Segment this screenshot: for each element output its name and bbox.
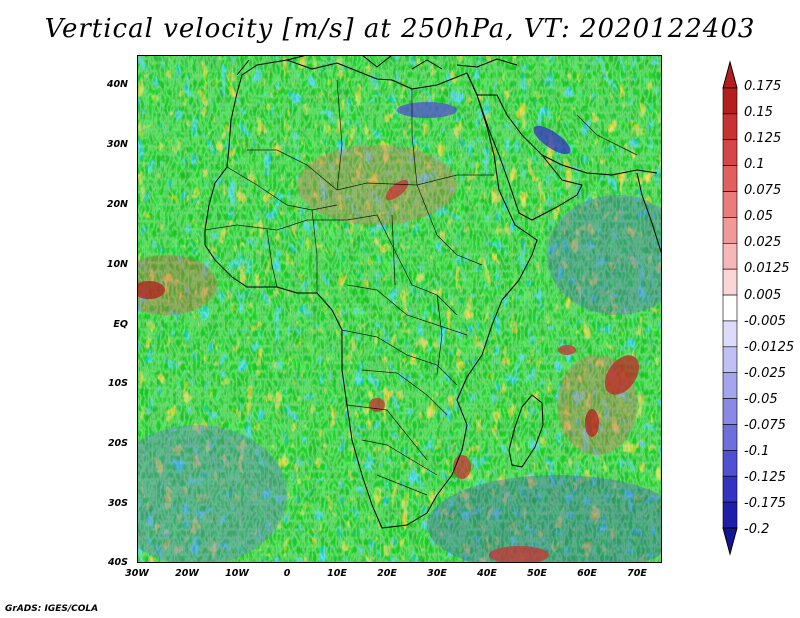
lat-label: 20S xyxy=(107,438,128,449)
lat-label: 40N xyxy=(106,79,128,90)
lon-label: 10E xyxy=(327,568,347,579)
red-sea-west xyxy=(466,72,478,96)
lat-label: 30S xyxy=(107,498,128,509)
lon-label: 0 xyxy=(283,568,291,579)
colorbar-segment xyxy=(722,398,738,425)
colorbar-top-arrow xyxy=(722,60,738,89)
colorbar-label: -0.2 xyxy=(744,522,770,537)
colorbar-segment xyxy=(722,87,738,115)
colorbar-label: 0.05 xyxy=(744,209,773,224)
colorbar xyxy=(722,60,738,556)
europe-mediterranean-coast xyxy=(236,55,518,76)
lat-label: EQ xyxy=(113,319,128,330)
colorbar-label: -0.025 xyxy=(744,366,786,381)
arabian-peninsula xyxy=(476,94,583,221)
lon-label: 60E xyxy=(577,568,597,579)
colorbar-segment xyxy=(722,346,738,374)
colorbar-label: 0.075 xyxy=(744,183,782,198)
colorbar-segment xyxy=(722,450,738,477)
lat-label: 20N xyxy=(106,199,128,210)
coastlines xyxy=(204,55,662,529)
colorbar-bottom-arrow xyxy=(722,527,738,556)
colorbar-label: -0.175 xyxy=(744,496,786,511)
colorbar-segment xyxy=(722,294,738,322)
colorbar-label: 0.175 xyxy=(744,79,782,94)
colorbar-segment xyxy=(722,113,738,141)
colorbar-segment xyxy=(722,191,738,218)
colorbar-label: 0.1 xyxy=(744,157,765,172)
grads-credit: GrADS: IGES/COLA xyxy=(5,604,99,614)
lat-label: 40S xyxy=(107,557,128,568)
colorbar-label: -0.0125 xyxy=(744,340,795,355)
intense-cores xyxy=(137,102,640,563)
colorbar-segment xyxy=(722,320,738,348)
vertical-velocity-map xyxy=(137,55,662,563)
colorbar-segment xyxy=(722,475,738,503)
colorbar-segment xyxy=(722,268,738,296)
lon-label: 30E xyxy=(427,568,447,579)
colorbar-segment xyxy=(722,165,738,192)
colorbar-label: -0.05 xyxy=(744,392,778,407)
africa-coastline xyxy=(204,59,538,529)
colorbar-label: 0.025 xyxy=(744,235,782,250)
lon-label: 10W xyxy=(225,568,249,579)
iran-coast xyxy=(541,154,658,176)
colorbar-segment xyxy=(722,217,738,244)
colorbar-label: -0.075 xyxy=(744,418,786,433)
colorbar-segment xyxy=(722,372,738,399)
colorbar-label: -0.1 xyxy=(744,444,770,459)
plot-title: Vertical velocity [m/s] at 250hPa, VT: 2… xyxy=(44,14,756,44)
india-coast xyxy=(636,172,662,256)
country-borders xyxy=(204,79,638,496)
colorbar-label: 0.0125 xyxy=(744,261,790,276)
map-frame xyxy=(137,55,662,563)
colorbar-segment xyxy=(722,424,738,451)
colorbar-label: 0.005 xyxy=(744,288,782,303)
lat-label: 10S xyxy=(107,378,128,389)
lon-label: 50E xyxy=(527,568,547,579)
lat-label: 30N xyxy=(106,139,128,150)
lon-label: 40E xyxy=(477,568,497,579)
lon-label: 20W xyxy=(175,568,199,579)
lon-label: 20E xyxy=(377,568,397,579)
colorbar-label: -0.125 xyxy=(744,470,786,485)
colorbar-label: 0.125 xyxy=(744,131,782,146)
colorbar-segment xyxy=(722,139,738,166)
lat-label: 10N xyxy=(106,259,128,270)
colorbar-segment xyxy=(722,242,738,270)
lon-label: 70E xyxy=(627,568,647,579)
colorbar-label: -0.005 xyxy=(744,314,786,329)
colorbar-segment xyxy=(722,501,738,529)
lon-label: 30W xyxy=(125,568,149,579)
colorbar-label: 0.15 xyxy=(744,105,773,120)
madagascar xyxy=(508,394,544,468)
